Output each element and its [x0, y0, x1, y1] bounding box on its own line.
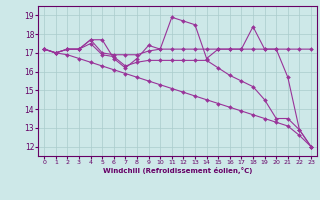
X-axis label: Windchill (Refroidissement éolien,°C): Windchill (Refroidissement éolien,°C)	[103, 167, 252, 174]
